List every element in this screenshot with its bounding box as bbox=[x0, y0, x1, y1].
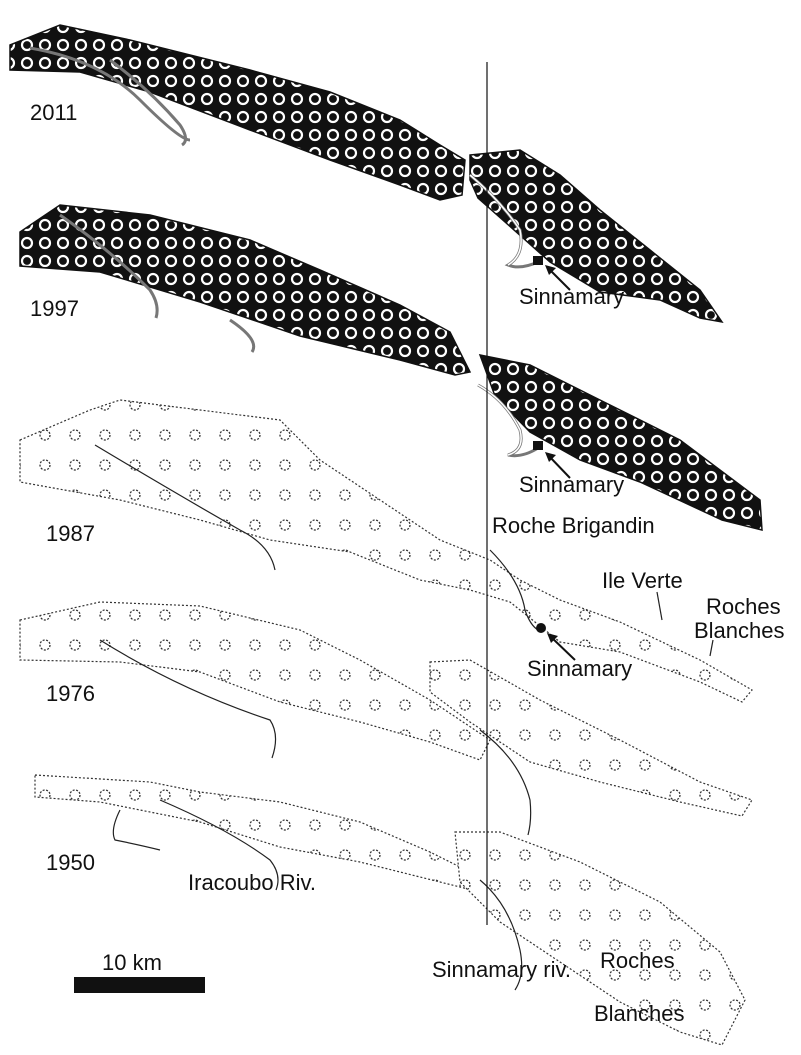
place-label: Sinnamary bbox=[519, 472, 624, 497]
place-label: Ile Verte bbox=[602, 568, 683, 593]
place-label: Roches bbox=[600, 948, 675, 973]
place-label: Sinnamary bbox=[519, 284, 624, 309]
place-label: Blanches bbox=[594, 1001, 685, 1026]
place-label: Sinnamary bbox=[527, 656, 632, 681]
year-label: 1976 bbox=[46, 681, 95, 706]
scale-label: 10 km bbox=[102, 950, 162, 975]
year-label: 1997 bbox=[30, 296, 79, 321]
place-label: Sinnamary riv. bbox=[432, 957, 571, 982]
year-label: 1950 bbox=[46, 850, 95, 875]
scale-bar bbox=[74, 977, 205, 993]
year-label: 2011 bbox=[30, 100, 77, 125]
place-label: Roche Brigandin bbox=[492, 513, 655, 538]
place-label: Blanches bbox=[694, 618, 785, 643]
place-label: Iracoubo Riv. bbox=[188, 870, 316, 895]
year-label: 1987 bbox=[46, 521, 95, 546]
place-label: Roches bbox=[706, 594, 781, 619]
map-figure: 2011 1997 1987 1976 1950 Sinnamary Sinna… bbox=[0, 0, 801, 1055]
